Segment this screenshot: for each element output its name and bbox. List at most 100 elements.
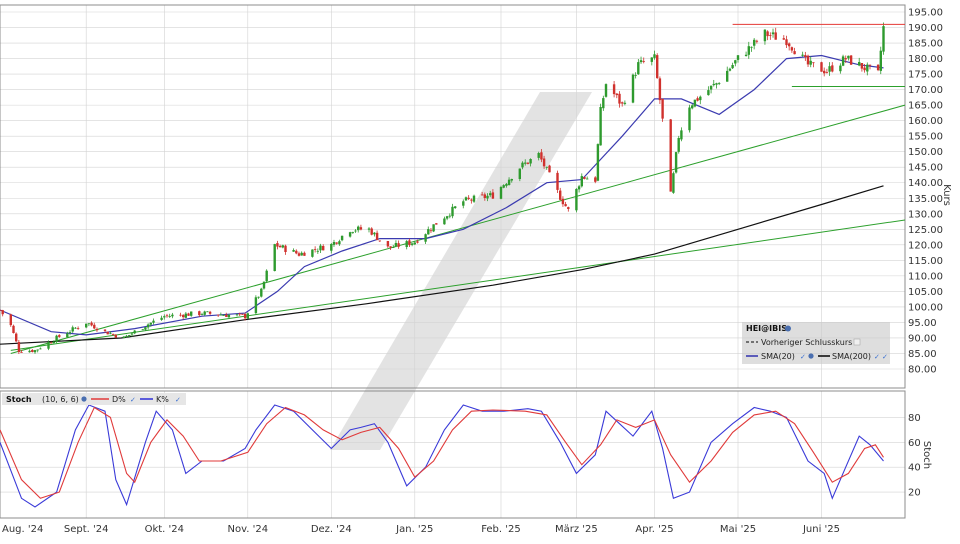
legend-sma20-settings-icon[interactable]	[808, 353, 814, 359]
stoch-legend-k-label: K%	[156, 395, 169, 404]
candle-body	[52, 341, 56, 343]
candle-body	[1, 310, 4, 315]
candle-body	[375, 232, 379, 240]
candle-body	[68, 332, 72, 334]
candle-body	[755, 40, 759, 42]
price-tick-label: 190.00	[908, 23, 943, 34]
candle-body	[435, 223, 438, 225]
legend-sma20-check-icon[interactable]: ✓	[800, 353, 806, 361]
candle-body	[575, 188, 578, 211]
candle-body	[696, 98, 699, 101]
sma20-line	[0, 54, 884, 336]
candle-body	[847, 55, 850, 59]
legend-sma200-check-icon[interactable]: ✓	[874, 353, 880, 361]
stoch-d-check-icon[interactable]: ✓	[130, 396, 136, 404]
legend-prev-close-toggle-icon[interactable]	[853, 338, 861, 346]
candle-body	[171, 314, 174, 317]
legend-settings-icon[interactable]	[785, 325, 791, 332]
candle-body	[548, 165, 551, 173]
candle-body	[586, 178, 589, 180]
stoch-settings-icon[interactable]	[81, 396, 87, 402]
candle-body	[507, 179, 511, 185]
candle-body	[338, 241, 341, 245]
candle-body	[85, 323, 88, 328]
date-tick-label: Juni '25	[802, 524, 840, 535]
candle-body	[303, 252, 306, 256]
candle-body	[812, 62, 815, 64]
candle-body	[12, 325, 15, 333]
candle-body	[200, 314, 204, 315]
candle-body	[273, 244, 276, 271]
candle-body	[715, 83, 718, 85]
candle-body	[276, 243, 279, 247]
candle-body	[580, 176, 583, 187]
candle-body	[839, 65, 842, 72]
candle-body	[354, 230, 357, 232]
candle-body	[680, 130, 683, 140]
price-tick-label: 165.00	[908, 101, 943, 112]
candle-body	[114, 334, 117, 338]
candle-body	[674, 152, 678, 173]
candle-body	[863, 67, 866, 71]
candle-body	[95, 329, 99, 331]
price-tick-label: 125.00	[908, 225, 943, 236]
candle-body	[744, 54, 748, 56]
date-tick-label: Sept. '24	[64, 524, 109, 535]
candle-body	[357, 226, 360, 231]
candle-body	[820, 62, 823, 72]
legend-sma200-check-icon-2[interactable]: ✓	[882, 353, 888, 361]
candle-body	[322, 246, 325, 251]
candle-body	[238, 313, 241, 315]
candle-body	[499, 187, 503, 199]
date-tick-label: Aug. '24	[2, 524, 43, 535]
candle-body	[467, 197, 470, 199]
candle-body	[521, 162, 524, 168]
candle-body	[408, 240, 411, 246]
candle-body	[424, 234, 427, 242]
candle-body	[300, 252, 303, 256]
candle-body	[111, 334, 115, 335]
stoch-tick-label: 20	[908, 488, 921, 499]
candle-body	[187, 313, 190, 316]
candle-body	[782, 38, 785, 40]
stoch-k-check-icon[interactable]: ✓	[175, 396, 181, 404]
price-tick-label: 160.00	[908, 116, 943, 127]
candle-body	[868, 64, 872, 66]
candle-body	[642, 61, 645, 62]
stoch-legend-params: (10, 6, 6)	[42, 395, 79, 404]
stoch-d-line	[0, 406, 884, 499]
candle-body	[74, 327, 77, 329]
candle-body	[292, 250, 295, 252]
candle-body	[604, 84, 608, 97]
price-tick-label: 195.00	[908, 8, 943, 19]
candle-body	[491, 192, 495, 199]
stoch-k-line	[0, 404, 884, 508]
candle-body	[76, 328, 80, 329]
candle-body	[736, 55, 740, 60]
candle-body	[389, 246, 392, 248]
candle-body	[128, 335, 131, 336]
candle-body	[190, 311, 193, 316]
price-axis-ticks: 80.00 85.00 90.00 95.00 100.00 105.00 110.00 11…	[908, 8, 943, 376]
candle-body	[0, 309, 2, 311]
candle-body	[445, 216, 449, 219]
candle-body	[801, 54, 804, 56]
legend-prev-close-label: Vorheriger Schlusskurs	[761, 338, 852, 347]
price-tick-label: 180.00	[908, 54, 943, 65]
candle-body	[540, 152, 543, 160]
date-tick-label: Feb. '25	[481, 524, 521, 535]
candle-body	[316, 250, 319, 252]
candle-body	[103, 329, 107, 331]
date-axis-ticks: Aug. '24 Sept. '24 Okt. '24 Nov. '24 Dez. '2…	[2, 524, 840, 535]
candle-body	[583, 177, 586, 179]
candle-body	[709, 85, 713, 90]
candle-body	[179, 314, 182, 316]
legend-sma20-label: SMA(20)	[761, 352, 795, 361]
candle-body	[217, 314, 220, 316]
legend-box	[742, 322, 890, 364]
candle-body	[47, 342, 50, 349]
candle-body	[618, 93, 621, 104]
candle-body	[747, 46, 750, 55]
candle-body	[225, 314, 228, 317]
candle-body	[876, 64, 880, 71]
